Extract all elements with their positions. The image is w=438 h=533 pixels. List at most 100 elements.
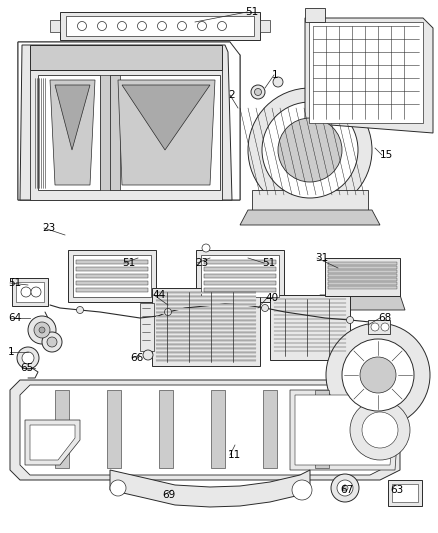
Circle shape	[201, 244, 209, 252]
Bar	[155, 312, 255, 314]
Polygon shape	[240, 210, 379, 225]
Bar	[308, 22, 422, 123]
Text: 64: 64	[8, 313, 21, 323]
Bar	[159, 390, 173, 468]
Circle shape	[349, 400, 409, 460]
Polygon shape	[18, 42, 240, 200]
Text: 68: 68	[377, 313, 390, 323]
Circle shape	[137, 21, 146, 30]
Bar	[155, 308, 255, 310]
Bar	[152, 288, 259, 366]
Circle shape	[254, 88, 261, 95]
Bar	[110, 75, 120, 190]
Circle shape	[261, 102, 357, 198]
Bar	[367, 320, 389, 334]
Text: 67: 67	[339, 485, 353, 495]
Polygon shape	[30, 425, 75, 460]
Circle shape	[291, 480, 311, 500]
Bar	[155, 300, 255, 302]
Polygon shape	[251, 190, 367, 215]
Bar	[327, 266, 396, 269]
Text: 31: 31	[314, 253, 328, 263]
Text: 63: 63	[389, 485, 403, 495]
Text: 11: 11	[227, 450, 241, 460]
Text: 51: 51	[8, 278, 21, 288]
Bar	[211, 390, 225, 468]
Bar	[327, 282, 396, 285]
Bar	[155, 356, 255, 358]
Circle shape	[157, 21, 166, 30]
Circle shape	[346, 317, 353, 324]
Polygon shape	[110, 470, 309, 507]
Polygon shape	[304, 18, 432, 133]
Polygon shape	[304, 8, 324, 22]
Circle shape	[110, 480, 126, 496]
Bar	[66, 16, 254, 36]
Circle shape	[97, 21, 106, 30]
Circle shape	[217, 21, 226, 30]
Bar	[204, 267, 276, 271]
Text: 65: 65	[20, 363, 33, 373]
Text: 51: 51	[122, 258, 135, 268]
Circle shape	[277, 118, 341, 182]
Bar	[259, 20, 269, 32]
Circle shape	[47, 337, 57, 347]
Circle shape	[164, 309, 171, 316]
Bar	[155, 304, 255, 306]
Circle shape	[177, 21, 186, 30]
Circle shape	[272, 77, 283, 87]
Bar	[155, 336, 255, 338]
Bar	[204, 288, 276, 292]
Bar	[76, 267, 148, 271]
Bar	[12, 278, 48, 306]
Bar	[155, 360, 255, 362]
Circle shape	[42, 332, 62, 352]
Bar	[327, 270, 396, 272]
Bar	[76, 260, 148, 264]
Text: 69: 69	[162, 490, 175, 500]
Circle shape	[17, 347, 39, 369]
Text: 51: 51	[244, 7, 258, 17]
Bar	[155, 296, 255, 298]
Bar	[327, 262, 396, 264]
Circle shape	[197, 21, 206, 30]
Circle shape	[22, 352, 34, 364]
Polygon shape	[122, 85, 209, 150]
Circle shape	[28, 316, 56, 344]
Circle shape	[336, 480, 352, 496]
Circle shape	[380, 323, 388, 331]
Bar	[391, 484, 417, 502]
Text: 15: 15	[379, 150, 392, 160]
Bar	[60, 12, 259, 40]
Bar	[50, 20, 60, 32]
Polygon shape	[118, 80, 215, 185]
Polygon shape	[20, 385, 389, 475]
Bar	[387, 480, 421, 506]
Text: 1: 1	[272, 70, 278, 80]
Bar	[155, 324, 255, 326]
Bar	[76, 288, 148, 292]
Bar	[204, 274, 276, 278]
Circle shape	[247, 88, 371, 212]
Bar	[55, 390, 69, 468]
Bar	[324, 258, 399, 296]
Bar	[327, 278, 396, 280]
Text: 40: 40	[265, 293, 278, 303]
Polygon shape	[38, 75, 100, 190]
Text: 2: 2	[227, 90, 234, 100]
Bar	[155, 340, 255, 342]
Circle shape	[21, 287, 31, 297]
Text: 66: 66	[130, 353, 143, 363]
Text: 23: 23	[194, 258, 208, 268]
Bar	[68, 250, 155, 302]
Polygon shape	[18, 42, 240, 200]
Bar	[327, 274, 396, 277]
Bar	[76, 281, 148, 285]
Bar	[155, 332, 255, 334]
Polygon shape	[10, 380, 399, 480]
Bar	[195, 250, 283, 302]
Polygon shape	[30, 70, 222, 200]
Circle shape	[78, 21, 86, 30]
Bar	[140, 303, 154, 351]
Bar	[155, 352, 255, 354]
